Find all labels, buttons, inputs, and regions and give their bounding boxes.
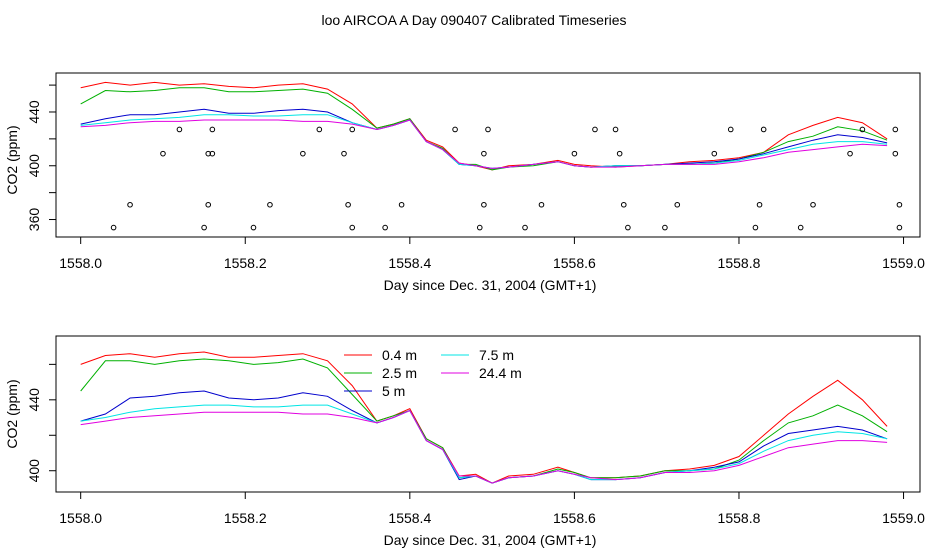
bottom-panel: Day since Dec. 31, 2004 (GMT+1) CO2 (ppm… [4, 335, 925, 548]
legend-label-2-5-m: 2.5 m [382, 365, 417, 381]
top-panel-y-tick-label: 440 [26, 100, 42, 124]
top-panel-marker [452, 126, 458, 133]
top-panel-marker [209, 126, 216, 133]
top-panel-marker [201, 224, 207, 231]
legend-label-7-5-m: 7.5 m [479, 347, 514, 363]
top-panel-series-7-5-m [80, 114, 888, 169]
top-panel-marker [485, 126, 491, 133]
top-panel-series-24-4-m [80, 119, 888, 169]
bottom-panel-x-axis: 1558.0 1558.2 1558.4 1558.6 1558.8 1559.0 [59, 492, 925, 526]
top-panel-marker [847, 150, 853, 157]
top-panel-marker [620, 201, 627, 208]
bottom-panel-y-axis: 400 440 [26, 363, 56, 483]
chart-title: loo AIRCOA A Day 090407 Calibrated Times… [321, 12, 626, 28]
legend-label-24-4-m: 24.4 m [479, 365, 522, 381]
top-panel-marker [571, 150, 578, 157]
bottom-panel-x-tick-label: 1558.4 [388, 510, 431, 526]
top-panel-x-tick-label: 1558.0 [59, 255, 102, 271]
top-panel-marker [316, 126, 323, 133]
top-panel-marker [267, 201, 273, 208]
top-panel-marker [476, 224, 483, 231]
top-panel-marker [616, 150, 623, 157]
top-panel-marker [398, 201, 405, 208]
top-panel-marker [760, 126, 767, 133]
top-panel-marker [209, 150, 216, 157]
top-panel-marker [896, 224, 903, 231]
top-panel-frame [55, 72, 921, 238]
top-panel-marker [349, 224, 356, 231]
top-panel-marker [711, 150, 718, 157]
bottom-panel-x-axis-title: Day since Dec. 31, 2004 (GMT+1) [384, 532, 597, 548]
top-panel-marker [592, 126, 598, 133]
bottom-panel-x-tick-label: 1558.8 [718, 510, 761, 526]
top-panel-marker [756, 201, 763, 208]
top-panel-x-tick-label: 1559.0 [882, 255, 925, 271]
top-panel-marker [127, 201, 133, 208]
top-panel-marker [612, 126, 619, 133]
legend-label-0-4-m: 0.4 m [382, 347, 417, 363]
top-panel-x-tick-label: 1558.6 [553, 255, 596, 271]
top-panel-marker [300, 150, 306, 157]
top-panel-x-tick-label: 1558.8 [718, 255, 761, 271]
top-panel-marker [797, 224, 804, 231]
top-panel-marker [345, 201, 351, 208]
top-panel-marker [250, 224, 257, 231]
top-panel-marker [481, 150, 487, 157]
top-panel-marker [810, 201, 816, 208]
top-panel-marker [205, 201, 212, 208]
top-panel-x-tick-label: 1558.2 [224, 255, 267, 271]
top-panel: Day since Dec. 31, 2004 (GMT+1) CO2 (ppm… [4, 72, 925, 293]
top-panel-series [80, 81, 888, 171]
bottom-panel-y-tick-label: 400 [26, 459, 42, 483]
top-panel-marker [382, 224, 388, 231]
bottom-panel-x-tick-label: 1559.0 [882, 510, 925, 526]
top-panel-marker [481, 201, 487, 208]
bottom-panel-legend: 0.4 m 2.5 m 5 m 7.5 m 24.4 m [344, 347, 522, 399]
top-panel-x-axis: 1558.0 1558.2 1558.4 1558.6 1558.8 1559.0 [59, 237, 925, 271]
bottom-panel-y-axis-title: CO2 (ppm) [4, 379, 20, 448]
bottom-panel-x-tick-label: 1558.0 [59, 510, 102, 526]
legend-label-5-m: 5 m [382, 383, 405, 399]
top-panel-marker [662, 224, 668, 231]
bottom-panel-series-24-4-m [80, 409, 888, 484]
bottom-panel-series-0-4-m [80, 351, 888, 484]
top-panel-marker [176, 126, 183, 133]
top-panel-marker [522, 224, 528, 231]
top-panel-y-axis: 360 400 440 [26, 84, 56, 232]
top-panel-y-tick-label: 400 [26, 154, 42, 178]
top-panel-x-tick-label: 1558.4 [388, 255, 431, 271]
top-panel-x-axis-title: Day since Dec. 31, 2004 (GMT+1) [384, 277, 597, 293]
top-panel-series-5-m [80, 108, 888, 169]
top-panel-marker [752, 224, 759, 231]
bottom-panel-series-7-5-m [80, 404, 888, 484]
top-panel-markers [110, 126, 903, 231]
top-panel-marker [110, 224, 117, 231]
top-panel-marker [892, 150, 899, 157]
top-panel-marker [727, 126, 734, 133]
top-panel-marker [349, 126, 356, 133]
top-panel-y-tick-label: 360 [26, 208, 42, 232]
top-panel-marker [160, 150, 166, 157]
bottom-panel-series [80, 351, 888, 484]
bottom-panel-x-tick-label: 1558.6 [553, 510, 596, 526]
bottom-panel-x-tick-label: 1558.2 [224, 510, 267, 526]
top-panel-marker [341, 150, 347, 157]
top-panel-marker [674, 201, 681, 208]
top-panel-marker [859, 126, 866, 133]
top-panel-marker [892, 126, 899, 133]
bottom-panel-frame [55, 335, 921, 493]
top-panel-y-axis-title: CO2 (ppm) [4, 125, 20, 194]
bottom-panel-y-tick-label: 440 [26, 388, 42, 412]
top-panel-marker [538, 201, 545, 208]
top-panel-marker [625, 224, 631, 231]
top-panel-marker [896, 201, 903, 208]
